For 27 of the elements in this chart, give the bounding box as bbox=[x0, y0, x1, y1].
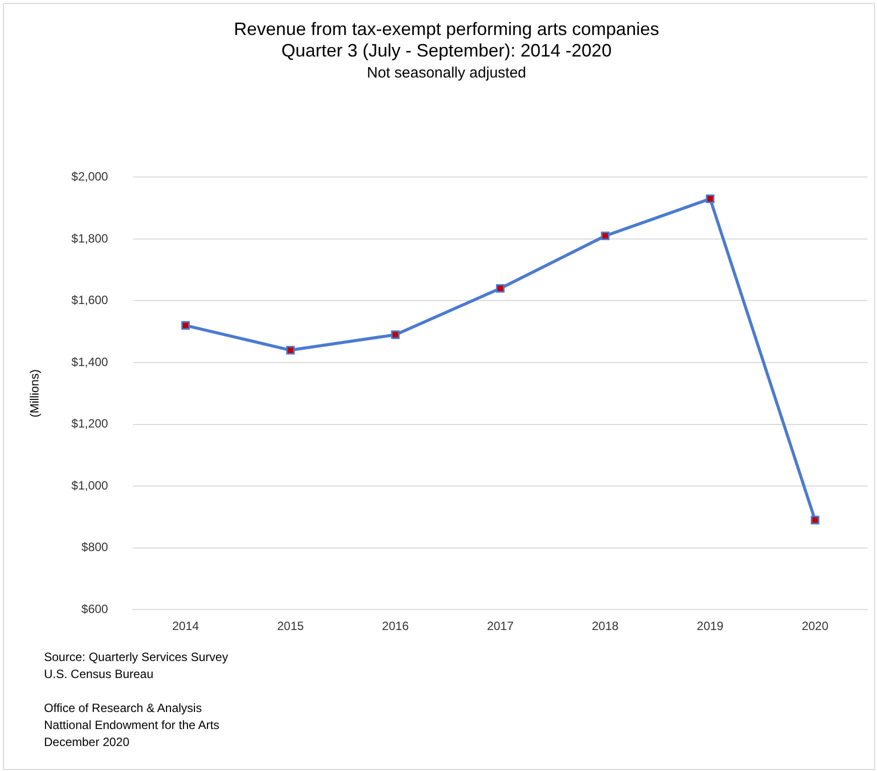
point bbox=[391, 330, 400, 340]
x-tick-label: 2019 bbox=[696, 619, 724, 634]
x-tick-label: 2020 bbox=[802, 619, 829, 634]
x-tick-label: 2014 bbox=[172, 619, 200, 634]
text: Office of Research & Analysis Nattional Endowment for the Arts December 2020 bbox=[44, 700, 220, 751]
x-tick-label: 2018 bbox=[592, 619, 619, 634]
y-tick-label: $1,600 bbox=[71, 293, 108, 308]
y-tick-label: $600 bbox=[81, 602, 108, 616]
y-tick-label: $1,800 bbox=[71, 231, 108, 246]
x-tick-label: 2017 bbox=[486, 619, 514, 634]
y-tick-label: $1,000 bbox=[71, 478, 108, 492]
chart-title: Revenue from tax-exempt performing arts companies Quarter 3 (July - September): 2014 -2020 bbox=[234, 18, 660, 60]
x-tick-label: 2016 bbox=[382, 619, 410, 634]
y-axis-title: (Millions) bbox=[28, 369, 42, 418]
point bbox=[496, 284, 505, 293]
point bbox=[600, 232, 610, 240]
point bbox=[810, 516, 820, 524]
x-tick-label: 2015 bbox=[277, 619, 304, 634]
y-tick-label: $2,000 bbox=[71, 170, 108, 184]
y-tick-label: $1,400 bbox=[71, 354, 108, 369]
point bbox=[706, 194, 714, 204]
y-tick-label: $800 bbox=[81, 540, 108, 554]
chart-subtitle: Not seasonally adjusted bbox=[366, 64, 526, 82]
point bbox=[286, 346, 295, 354]
point bbox=[181, 321, 190, 330]
y-tick-label: $1,200 bbox=[71, 416, 108, 431]
source-note: Source: Quarterly Services Survey U.S. Census Bureau bbox=[44, 649, 228, 683]
